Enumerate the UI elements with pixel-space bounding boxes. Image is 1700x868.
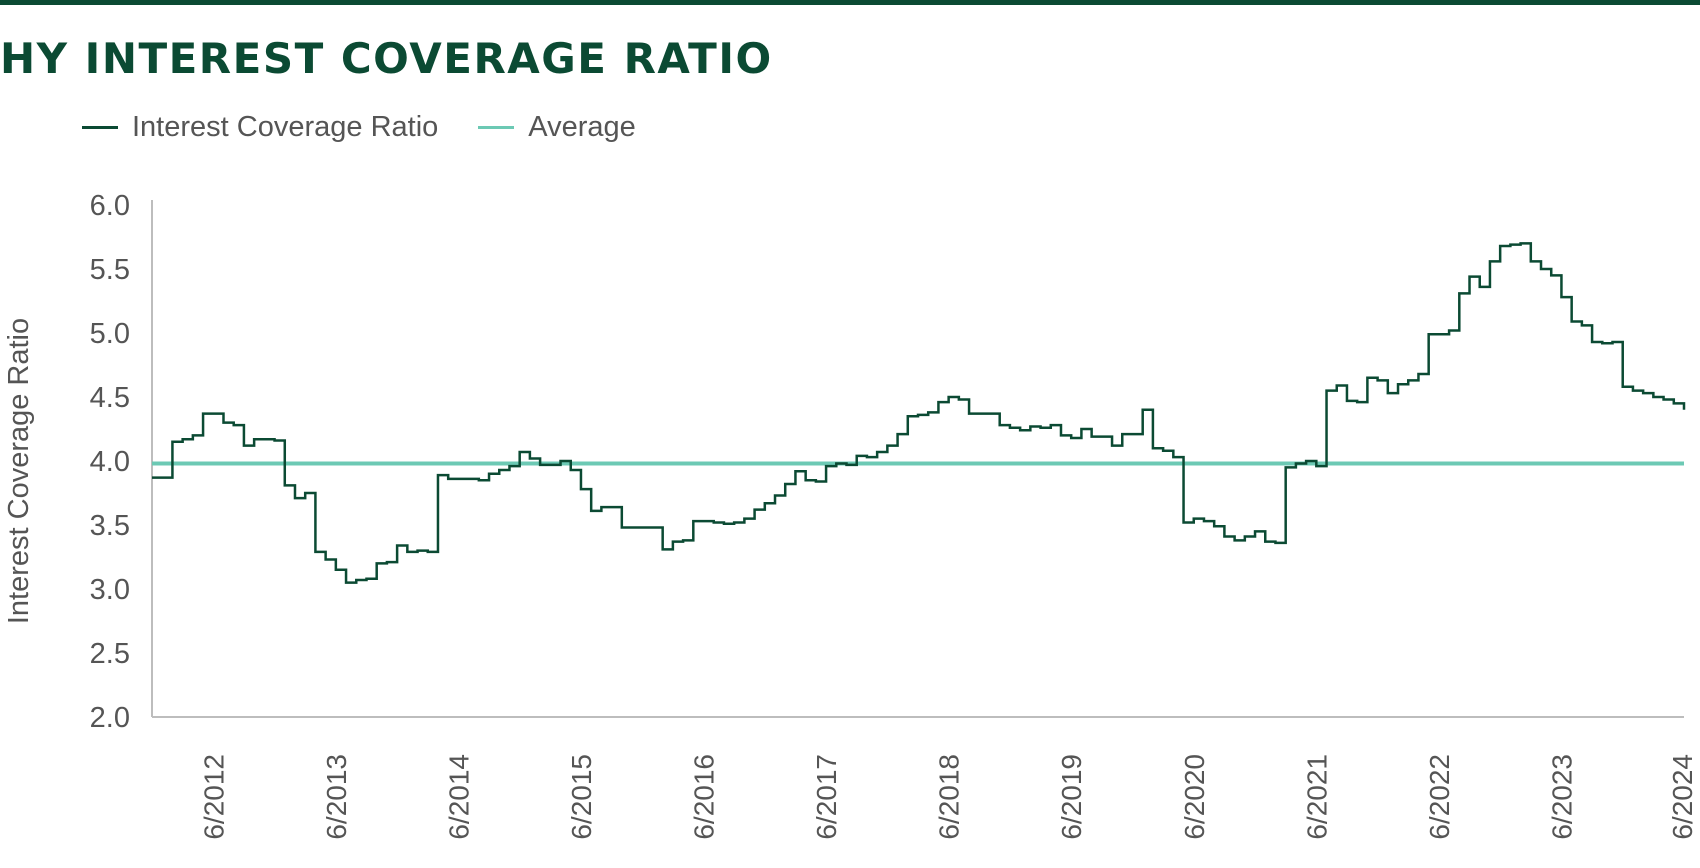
x-tick-label: 6/2017 — [811, 754, 842, 840]
legend-item-ratio: Interest Coverage Ratio — [82, 111, 438, 144]
x-tick-label: 6/2019 — [1056, 754, 1087, 840]
legend-swatch-average — [478, 125, 515, 129]
x-tick-label: 6/2016 — [689, 754, 720, 840]
y-axis-ticks: 6.0 5.5 5.0 4.5 4.0 3.5 3.0 2.5 2.0 — [90, 190, 130, 734]
top-rule — [0, 0, 1700, 5]
y-tick-label: 2.5 — [90, 638, 130, 670]
legend-label-average: Average — [528, 110, 636, 143]
legend: Interest Coverage Ratio Average — [82, 110, 676, 144]
y-tick-label: 5.0 — [90, 318, 130, 350]
y-tick-label: 6.0 — [90, 190, 130, 222]
x-tick-label: 6/2021 — [1301, 754, 1332, 840]
y-axis-title: Interest Coverage Ratio — [3, 318, 35, 624]
legend-label-ratio: Interest Coverage Ratio — [132, 110, 439, 143]
x-tick-label: 6/2018 — [934, 754, 965, 840]
x-tick-label: 6/2023 — [1546, 754, 1577, 840]
x-tick-label: 6/2014 — [443, 754, 474, 840]
interest-coverage-ratio-line — [152, 242, 1686, 584]
x-axis-ticks: 6/2012 6/2013 6/2014 6/2015 6/2016 6/2017 6/20… — [198, 754, 1698, 840]
y-tick-label: 5.5 — [90, 254, 130, 286]
x-tick-label: 6/2013 — [321, 754, 352, 840]
legend-swatch-ratio — [82, 125, 118, 129]
y-tick-label: 3.5 — [90, 510, 130, 542]
x-tick-label: 6/2020 — [1179, 754, 1210, 840]
y-tick-label: 2.0 — [90, 702, 130, 734]
legend-item-average: Average — [478, 111, 636, 144]
chart-title: HY INTEREST COVERAGE RATIO — [0, 34, 773, 83]
x-tick-label: 6/2012 — [198, 754, 229, 840]
y-tick-label: 4.0 — [90, 446, 130, 478]
x-tick-label: 6/2015 — [566, 754, 597, 840]
y-tick-label: 4.5 — [90, 382, 130, 414]
x-tick-label: 6/2022 — [1424, 754, 1455, 840]
y-tick-label: 3.0 — [90, 574, 130, 606]
x-tick-label: 6/2024 — [1667, 754, 1698, 840]
